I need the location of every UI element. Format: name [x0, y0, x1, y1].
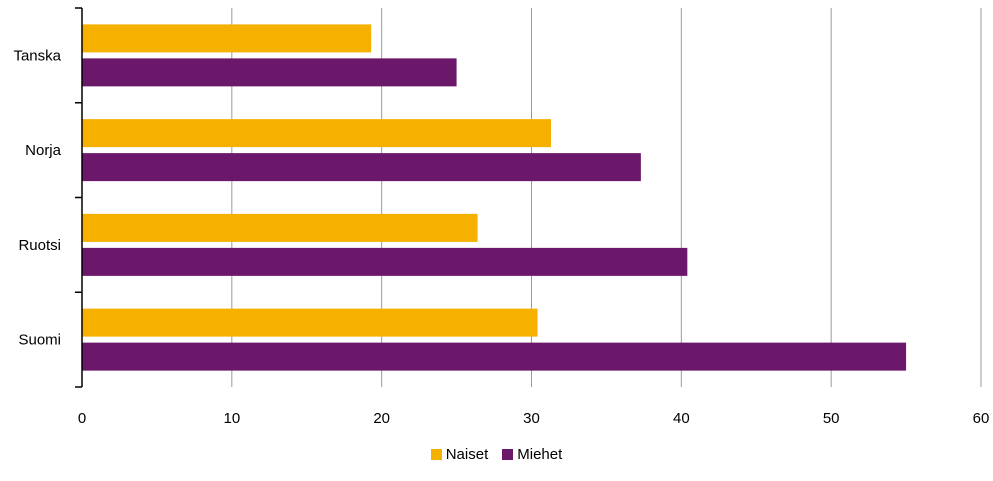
bar-miehet-ruotsi — [82, 247, 688, 276]
x-tick-label: 0 — [78, 410, 86, 427]
bar-naiset-tanska — [82, 24, 372, 53]
x-tick-label: 60 — [973, 410, 990, 427]
legend-item-miehet: Miehet — [502, 446, 562, 463]
x-tick-label: 20 — [373, 410, 390, 427]
y-tick-label: Norja — [25, 142, 62, 159]
x-tick-label: 10 — [223, 410, 240, 427]
legend-label-miehet: Miehet — [517, 446, 563, 463]
legend: Naiset Miehet — [0, 446, 993, 463]
legend-item-naiset: Naiset — [430, 446, 489, 463]
bars — [82, 24, 907, 371]
x-tick-label: 30 — [523, 410, 540, 427]
legend-swatch-naiset — [430, 449, 442, 460]
bar-naiset-norja — [82, 119, 551, 148]
legend-label-naiset: Naiset — [445, 446, 489, 463]
legend-swatch-miehet — [502, 449, 514, 460]
bar-miehet-tanska — [82, 58, 457, 87]
x-tick-label: 40 — [673, 410, 690, 427]
y-tick-labels: Tanska Norja Ruotsi Suomi — [13, 47, 61, 348]
bar-miehet-suomi — [82, 342, 907, 371]
x-tick-labels: 0 10 20 30 40 50 60 — [78, 410, 990, 427]
bar-naiset-suomi — [82, 308, 538, 337]
bar-miehet-norja — [82, 153, 641, 182]
y-tick-label: Suomi — [18, 332, 61, 349]
y-tick-label: Ruotsi — [18, 237, 61, 254]
x-tick-label: 50 — [823, 410, 840, 427]
axes — [75, 7, 83, 388]
bar-naiset-ruotsi — [82, 213, 478, 242]
y-tick-label: Tanska — [13, 47, 61, 64]
